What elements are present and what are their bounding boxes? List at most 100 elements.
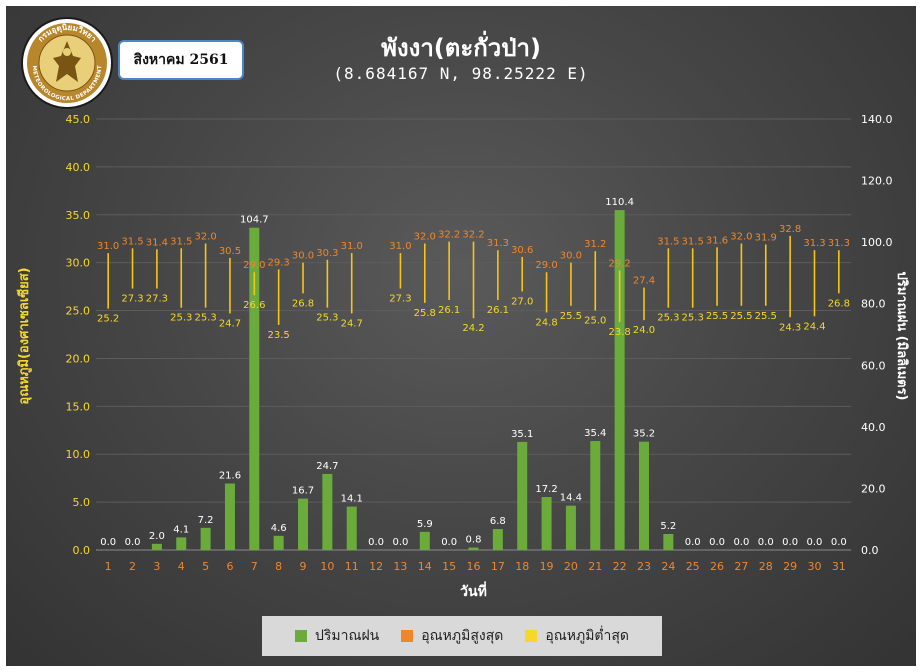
x-axis-tick-label: 14 xyxy=(418,560,432,573)
x-axis-tick-label: 28 xyxy=(759,560,773,573)
rain-bar xyxy=(468,547,479,550)
tmin-data-label: 25.3 xyxy=(194,313,216,324)
month-label: สิงหาคม 2561 xyxy=(133,52,229,68)
rain-bar xyxy=(200,527,211,550)
rain-data-label: 2.0 xyxy=(149,531,165,542)
tmin-data-label: 23.8 xyxy=(608,327,630,338)
chart-subtitle: (8.684167 N, 98.25222 E) xyxy=(333,64,589,83)
rain-bar xyxy=(151,543,162,550)
tmax-data-label: 32.0 xyxy=(194,232,216,243)
x-axis-title: วันที่ xyxy=(460,581,487,600)
x-axis-tick-label: 18 xyxy=(515,560,529,573)
x-axis-tick-label: 2 xyxy=(129,560,136,573)
tmax-data-label: 30.0 xyxy=(560,251,582,262)
rain-data-label: 0.8 xyxy=(466,535,482,546)
rain-data-label: 0.0 xyxy=(100,537,116,548)
rain-data-label: 0.0 xyxy=(733,537,749,548)
tmax-data-label: 30.0 xyxy=(292,251,314,262)
x-axis-tick-label: 3 xyxy=(153,560,160,573)
right-axis-tick-label: 0.0 xyxy=(861,544,879,557)
rain-bar xyxy=(638,441,649,550)
left-axis-tick-label: 45.0 xyxy=(66,113,91,126)
tmin-data-label: 25.3 xyxy=(170,313,192,324)
tmax-data-label: 32.8 xyxy=(779,224,801,235)
rain-data-label: 16.7 xyxy=(292,486,314,497)
tmax-data-label: 31.5 xyxy=(657,236,679,247)
rain-data-label: 0.0 xyxy=(758,537,774,548)
tmin-data-label: 25.2 xyxy=(97,314,119,325)
tmin-data-label: 25.5 xyxy=(755,311,777,322)
tmin-data-label: 27.0 xyxy=(511,296,533,307)
rain-data-label: 24.7 xyxy=(316,461,338,472)
tmax-data-label: 32.2 xyxy=(438,230,460,241)
tmin-data-label: 25.3 xyxy=(682,313,704,324)
rain-bar xyxy=(590,441,601,550)
x-axis-tick-label: 24 xyxy=(661,560,675,573)
x-axis-tick-label: 27 xyxy=(734,560,748,573)
tmin-data-label: 25.5 xyxy=(730,311,752,322)
month-label-box: สิงหาคม 2561 xyxy=(118,40,244,80)
tmax-data-label: 29.2 xyxy=(608,258,630,269)
rain-bar xyxy=(298,498,309,550)
x-axis-tick-label: 26 xyxy=(710,560,724,573)
x-axis-tick-label: 29 xyxy=(783,560,797,573)
right-axis-tick-label: 140.0 xyxy=(861,113,893,126)
rain-data-label: 4.6 xyxy=(271,523,287,534)
left-axis-tick-label: 35.0 xyxy=(66,209,91,222)
x-axis-tick-label: 23 xyxy=(637,560,651,573)
x-axis-tick-label: 30 xyxy=(807,560,821,573)
x-axis-tick-label: 5 xyxy=(202,560,209,573)
rain-data-label: 5.9 xyxy=(417,519,433,530)
rain-bar xyxy=(249,227,260,550)
rain-data-label: 6.8 xyxy=(490,516,506,527)
rain-data-label: 0.0 xyxy=(782,537,798,548)
tmin-data-label: 25.0 xyxy=(584,316,606,327)
tmax-data-label: 31.3 xyxy=(487,238,509,249)
left-axis-tick-label: 25.0 xyxy=(66,305,91,318)
rain-data-label: 17.2 xyxy=(535,484,557,495)
chart-title: พังงา(ตะกั่วป่า) xyxy=(381,34,541,62)
legend-label-tmin: อุณหภูมิต่ำสุด xyxy=(545,628,630,644)
tmax-data-label: 31.3 xyxy=(828,238,850,249)
rain-data-label: 4.1 xyxy=(173,524,189,535)
legend-swatch-tmin xyxy=(525,630,538,642)
left-axis-tick-label: 5.0 xyxy=(73,496,91,509)
x-axis-tick-label: 4 xyxy=(178,560,185,573)
legend-item-rain: ปริมาณฝน xyxy=(294,625,379,647)
legend-item-tmin: อุณหภูมิต่ำสุด xyxy=(525,625,629,647)
tmin-data-label: 23.5 xyxy=(268,330,290,341)
x-axis-tick-label: 8 xyxy=(275,560,282,573)
left-axis-tick-label: 15.0 xyxy=(66,400,91,413)
right-axis-tick-label: 40.0 xyxy=(861,421,886,434)
tmax-data-label: 29.0 xyxy=(243,260,265,271)
x-axis-tick-label: 13 xyxy=(393,560,407,573)
right-axis-title: ปริมาณฝน (มิลลิเมตร) xyxy=(894,271,909,400)
tmin-data-label: 27.3 xyxy=(121,294,143,305)
chart-frame: กรมอุตุนิยมวิทยา METEOROLOGICAL DEPARTME… xyxy=(6,6,916,666)
rain-bar xyxy=(176,537,187,550)
legend-item-tmax: อุณหภูมิสูงสุด xyxy=(401,625,503,647)
tmax-data-label: 32.0 xyxy=(414,232,436,243)
rain-data-label: 0.0 xyxy=(368,537,384,548)
meteorological-department-logo: กรมอุตุนิยมวิทยา METEOROLOGICAL DEPARTME… xyxy=(21,17,113,109)
right-axis-tick-label: 100.0 xyxy=(861,236,893,249)
x-axis-tick-label: 15 xyxy=(442,560,456,573)
x-axis-tick-label: 21 xyxy=(588,560,602,573)
left-axis-tick-label: 30.0 xyxy=(66,257,91,270)
x-axis-tick-label: 10 xyxy=(320,560,334,573)
rain-data-label: 0.0 xyxy=(709,537,725,548)
x-axis-tick-label: 16 xyxy=(467,560,481,573)
tmax-data-label: 31.2 xyxy=(584,239,606,250)
tmax-data-label: 31.0 xyxy=(389,241,411,252)
rain-bar xyxy=(663,533,674,550)
legend-swatch-tmax xyxy=(401,630,414,642)
tmax-data-label: 30.6 xyxy=(511,245,533,256)
legend: ปริมาณฝน อุณหภูมิสูงสุด อุณหภูมิต่ำสุด xyxy=(262,616,662,656)
left-axis-tick-label: 20.0 xyxy=(66,352,91,365)
tmax-data-label: 31.0 xyxy=(341,241,363,252)
rain-bar xyxy=(565,505,576,550)
rain-data-label: 0.0 xyxy=(441,537,457,548)
rain-bar xyxy=(273,535,284,550)
x-axis-tick-label: 9 xyxy=(300,560,307,573)
tmin-data-label: 24.7 xyxy=(341,318,363,329)
